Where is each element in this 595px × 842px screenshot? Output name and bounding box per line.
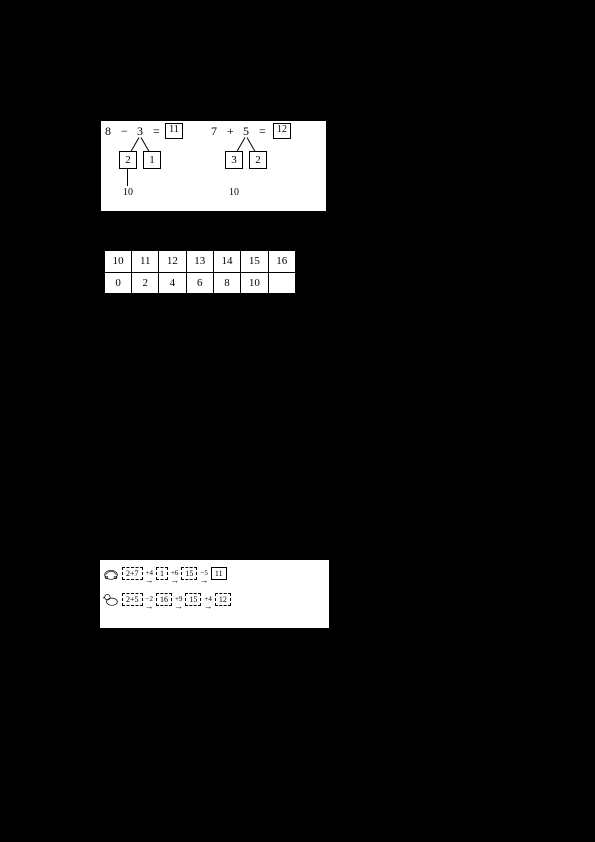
grid-cell: 10	[105, 251, 132, 273]
chain-end: 11	[211, 567, 227, 580]
grid-cell: 13	[186, 251, 213, 273]
grid-cell: 8	[213, 272, 240, 294]
number-grid-table: 10 11 12 13 14 15 16 0 2 4 6 8 10	[104, 250, 296, 294]
grid-cell: 4	[159, 272, 186, 294]
eq1-op: −	[121, 124, 128, 139]
chain-val: 15	[181, 567, 197, 580]
duck-icon	[102, 590, 120, 608]
chain-row-1: 2+7 +4 1 +6 15 −5 11	[102, 564, 327, 582]
chain-start: 2+5	[122, 593, 143, 606]
grid-cell: 0	[105, 272, 132, 294]
table-row: 0 2 4 6 8 10	[105, 272, 296, 294]
number-grid-panel: 10 11 12 13 14 15 16 0 2 4 6 8 10	[104, 250, 296, 294]
chain-op: −5	[199, 569, 208, 577]
grid-cell: 14	[213, 251, 240, 273]
chain-end: 12	[215, 593, 231, 606]
eq1-bottom: 10	[123, 187, 133, 198]
chain-start: 2+7	[122, 567, 143, 580]
chain-op: +9	[174, 595, 183, 603]
eq1-answer-box: 11	[165, 123, 183, 139]
grid-cell: 12	[159, 251, 186, 273]
eq2-op: +	[227, 124, 234, 139]
chain-val: 15	[185, 593, 201, 606]
eq1-split-right: 1	[143, 151, 161, 169]
grid-cell	[268, 272, 295, 294]
eq1-eq: =	[153, 124, 160, 139]
grid-cell: 15	[241, 251, 268, 273]
eq2-split-left: 3	[225, 151, 243, 169]
table-row: 10 11 12 13 14 15 16	[105, 251, 296, 273]
grid-cell: 11	[132, 251, 159, 273]
chain-op: +4	[203, 595, 212, 603]
grid-cell: 2	[132, 272, 159, 294]
equation-decomposition-panel: 8 − 3 = 11 2 1 10 7 + 5 = 12 3 2 10	[100, 120, 327, 212]
chain-val: 16	[156, 593, 172, 606]
grid-cell: 6	[186, 272, 213, 294]
grid-cell: 16	[268, 251, 295, 273]
eq2-a: 7	[211, 124, 217, 139]
chain-row-2: 2+5 −2 16 +9 15 +4 12	[102, 590, 327, 608]
chain-op: +4	[145, 569, 154, 577]
turtle-icon	[102, 564, 120, 582]
eq1-split-left: 2	[119, 151, 137, 169]
eq2-eq: =	[259, 124, 266, 139]
eq2-answer-box: 12	[273, 123, 291, 139]
eq2-bottom: 10	[229, 187, 239, 198]
chain-op: −2	[145, 595, 154, 603]
chain-op: +6	[170, 569, 179, 577]
grid-cell: 10	[241, 272, 268, 294]
operation-chain-panel: 2+7 +4 1 +6 15 −5 11 2+5 −2 16 +9 15 +4 …	[100, 560, 329, 628]
chain-val: 1	[156, 567, 168, 580]
eq2-split-right: 2	[249, 151, 267, 169]
eq1-a: 8	[105, 124, 111, 139]
